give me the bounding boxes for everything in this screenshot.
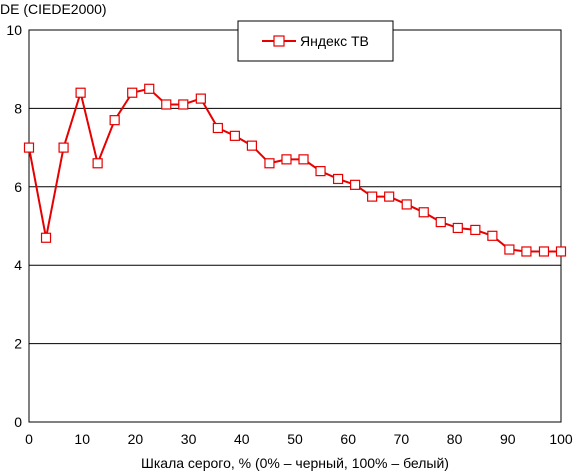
data-point: [401, 199, 412, 210]
data-point: [75, 87, 86, 98]
data-point: [127, 87, 138, 98]
plot-area-frame: [28, 29, 562, 423]
y-axis-title: DE (CIEDE2000): [0, 1, 107, 17]
data-point: [109, 115, 120, 126]
y-tick-label: 6: [14, 179, 22, 195]
data-point: [555, 246, 567, 257]
data-point: [229, 130, 240, 141]
grid-lines: [29, 107, 561, 345]
data-point: [144, 83, 155, 94]
x-axis-tick-labels: 0 10 20 30 40 50 60 70 80 90 100: [25, 431, 573, 447]
data-point: [40, 232, 52, 243]
data-point: [538, 246, 550, 257]
data-point: [195, 93, 206, 104]
data-point: [418, 207, 429, 218]
data-point: [435, 216, 446, 228]
y-tick-label: 4: [14, 257, 22, 273]
data-point: [332, 173, 344, 185]
data-point: [298, 154, 309, 165]
data-point: [264, 158, 275, 169]
x-tick-label: 60: [340, 431, 356, 447]
y-axis-tick-labels: 0 2 4 6 8 10: [6, 22, 22, 430]
data-point: [384, 191, 395, 202]
data-point: [350, 179, 361, 190]
x-tick-label: 20: [128, 431, 144, 447]
data-point: [470, 224, 481, 236]
y-tick-label: 10: [6, 22, 22, 38]
data-point: [92, 158, 103, 169]
series-line: [28, 87, 561, 253]
legend-series-marker: [273, 35, 285, 47]
x-tick-label: 10: [74, 431, 90, 447]
data-point: [246, 140, 258, 151]
data-point: [58, 142, 69, 153]
data-point: [161, 99, 172, 110]
x-tick-label: 80: [447, 431, 463, 447]
x-tick-label: 40: [234, 431, 250, 447]
x-axis-title: Шкала серого, % (0% – черный, 100% – бел…: [141, 455, 449, 471]
data-point: [367, 191, 378, 202]
legend-series-label: Яндекс ТВ: [300, 33, 369, 49]
y-tick-label: 2: [14, 336, 22, 352]
legend: Яндекс ТВ: [237, 20, 394, 62]
data-point: [521, 246, 532, 257]
data-point: [487, 230, 498, 241]
x-tick-label: 90: [500, 431, 516, 447]
data-point: [452, 222, 463, 234]
x-tick-label: 0: [25, 431, 33, 447]
x-tick-label: 70: [394, 431, 410, 447]
data-point: [178, 99, 189, 110]
y-tick-label: 8: [14, 100, 22, 116]
data-point: [23, 142, 35, 153]
x-tick-label: 30: [181, 431, 197, 447]
data-point: [315, 166, 326, 177]
x-tick-label: 100: [549, 431, 573, 447]
x-tick-label: 50: [287, 431, 303, 447]
y-tick-label: 0: [14, 414, 22, 430]
data-point: [504, 244, 515, 255]
data-point: [281, 154, 292, 165]
series-layer: [23, 83, 567, 257]
data-point: [212, 122, 223, 134]
